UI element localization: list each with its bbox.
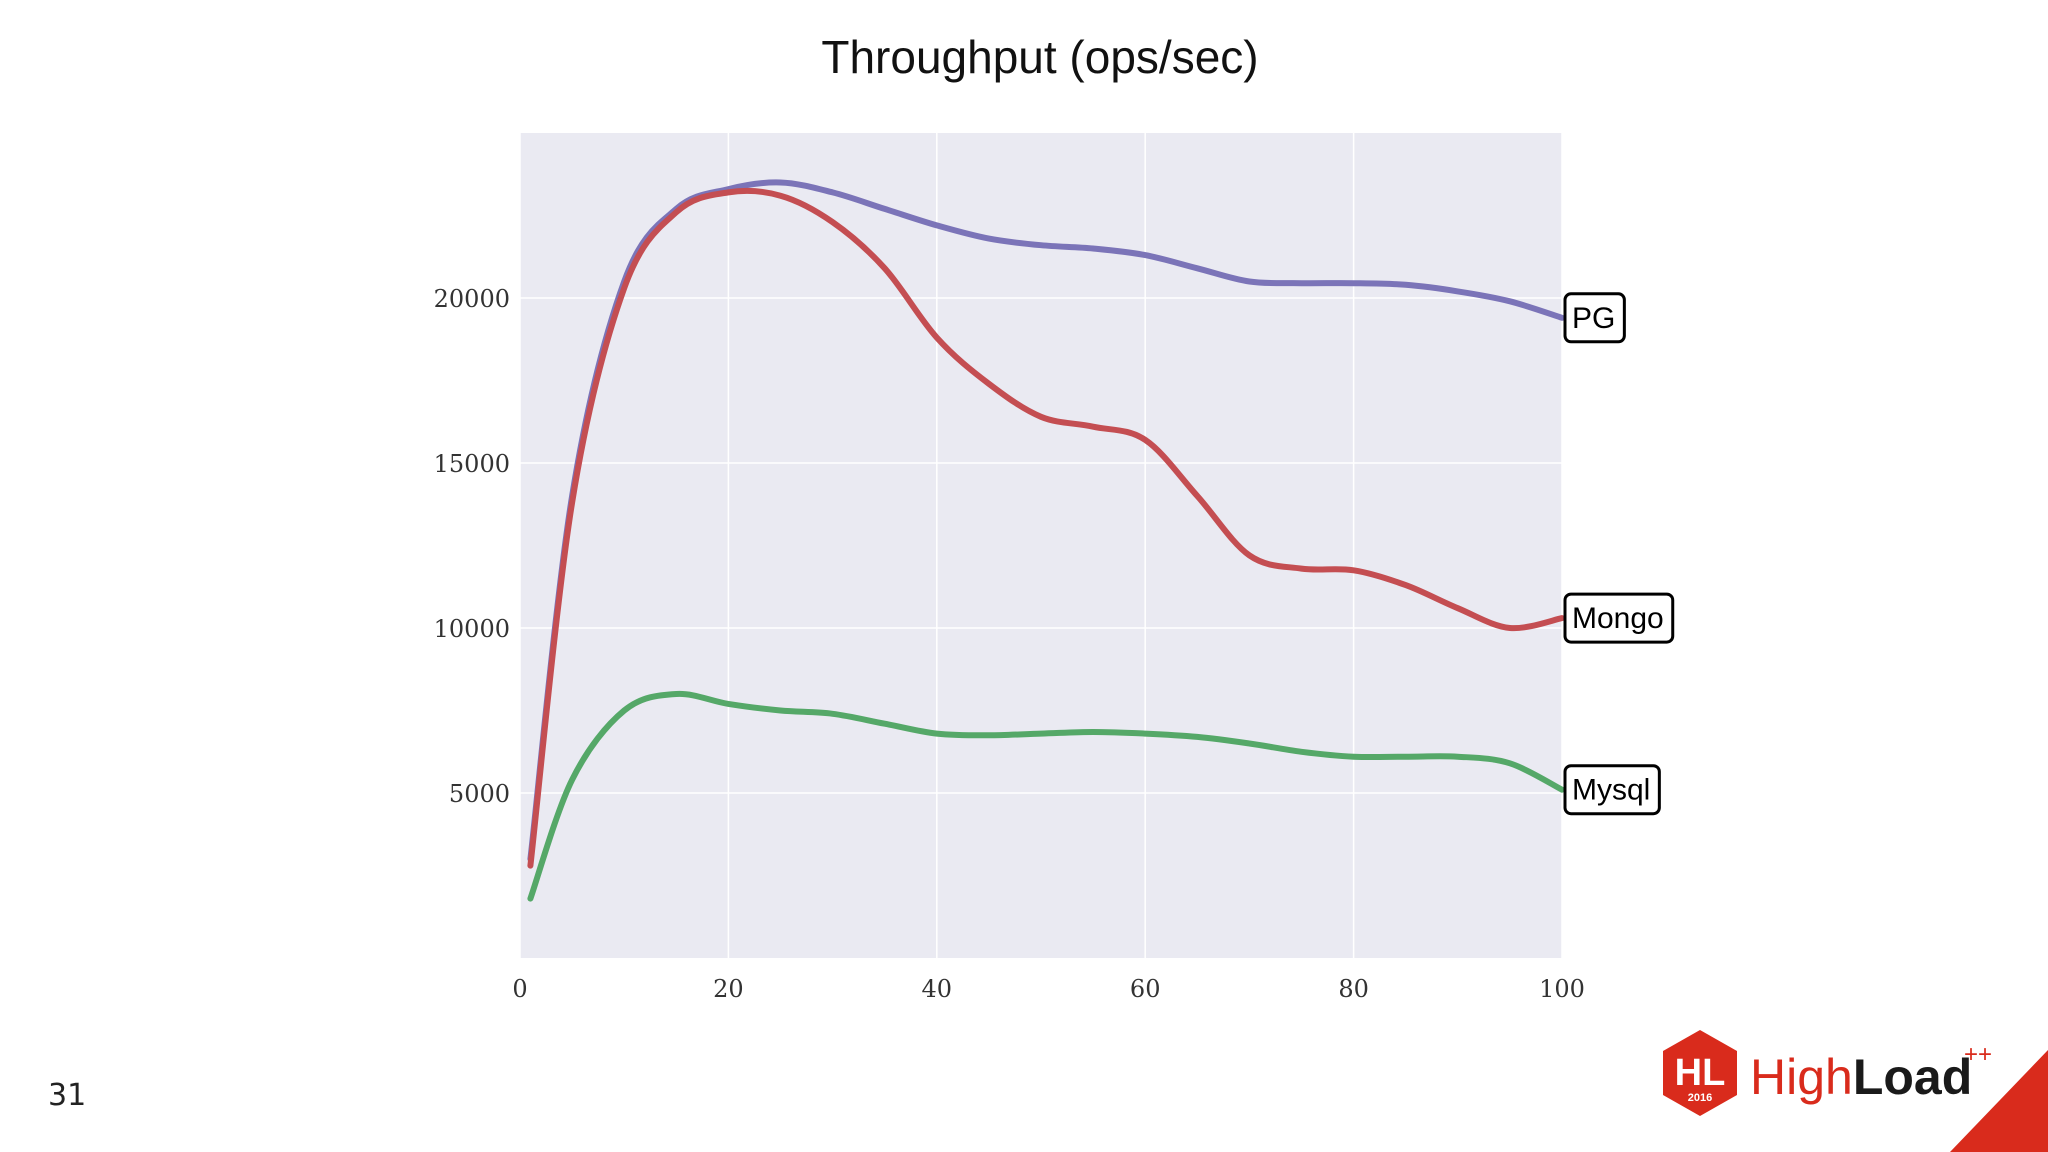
series-label-box	[1563, 292, 1626, 344]
corner-triangle	[1950, 1050, 2048, 1152]
plot-area	[520, 133, 1562, 958]
brand-wordmark: HighLoad	[1750, 1049, 1972, 1105]
x-tick-label: 40	[922, 975, 953, 1003]
x-tick-label: 20	[713, 975, 744, 1003]
series-lines	[527, 179, 1565, 902]
series-labels: PG Mongo Mysql	[1563, 292, 1675, 816]
x-tick-label: 100	[1539, 975, 1585, 1003]
chart-title: Throughput (ops/sec)	[821, 31, 1259, 83]
brand-sup: ++	[1964, 1041, 1992, 1068]
y-tick-label: 20000	[434, 285, 510, 313]
y-tick-label: 5000	[449, 780, 510, 808]
grid	[519, 133, 1563, 958]
axis-ticks: 0 20 40 60 80 100 5000 10000 15000 20000	[434, 285, 1585, 1003]
series-label-mysql: Mysql	[1563, 764, 1661, 816]
badge-text: HL	[1675, 1052, 1726, 1094]
x-tick-label: 0	[512, 975, 527, 1003]
x-tick-label: 80	[1338, 975, 1369, 1003]
y-tick-label: 15000	[434, 450, 510, 478]
brand-bold: Load	[1853, 1049, 1972, 1105]
series-label-mongo: Mongo	[1563, 592, 1675, 644]
series-line-mysql	[527, 690, 1565, 902]
series-label-box	[1563, 764, 1661, 816]
series-label-text: Mysql	[1572, 774, 1650, 807]
series-label-text: PG	[1572, 302, 1615, 335]
y-tick-label: 10000	[434, 615, 510, 643]
hex-badge-icon	[1663, 1030, 1737, 1116]
series-label-box	[1563, 592, 1675, 644]
series-line-mongo	[527, 187, 1565, 869]
series-label-pg: PG	[1563, 292, 1626, 344]
brand-light: High	[1750, 1049, 1853, 1105]
series-label-text: Mongo	[1572, 602, 1664, 635]
page-number: 31	[48, 1078, 87, 1113]
x-tick-label: 60	[1130, 975, 1161, 1003]
badge-year: 2016	[1688, 1092, 1712, 1104]
